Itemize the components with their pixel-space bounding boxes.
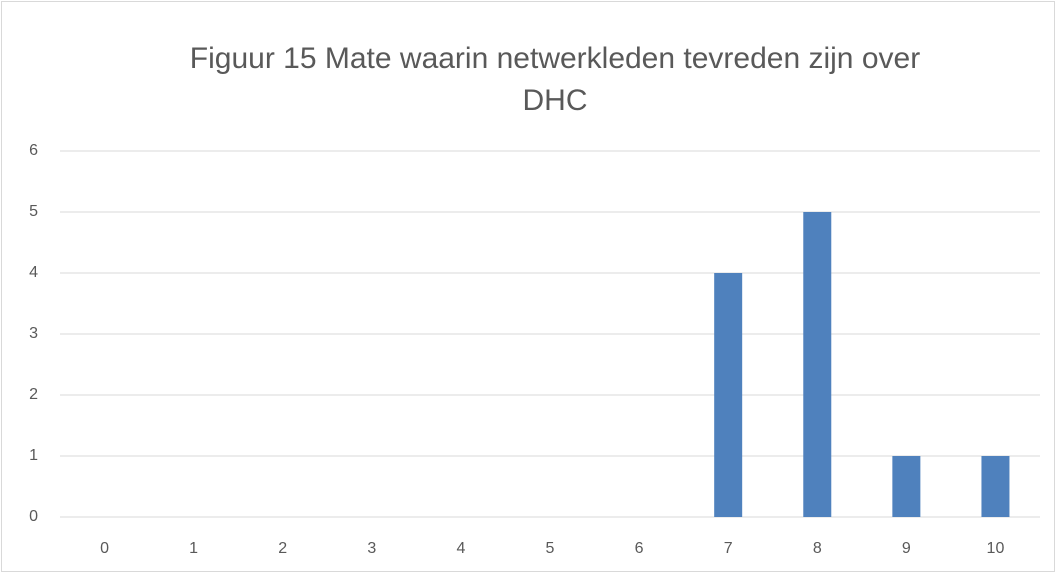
x-tick-label: 7	[724, 540, 733, 557]
y-tick-label: 3	[29, 325, 38, 342]
x-tick-label: 1	[189, 540, 198, 557]
x-tick-label: 4	[456, 540, 465, 557]
x-tick-label: 9	[902, 540, 911, 557]
y-tick-label: 0	[29, 508, 38, 525]
x-tick-label: 2	[278, 540, 287, 557]
y-tick-label: 4	[29, 264, 38, 281]
x-tick-label: 0	[100, 540, 109, 557]
bar	[892, 456, 921, 517]
x-tick-label: 6	[635, 540, 644, 557]
chart-title: Figuur 15 Mate waarin netwerkleden tevre…	[189, 42, 921, 117]
x-tick-label: 3	[367, 540, 376, 557]
x-tick-label: 5	[546, 540, 555, 557]
y-tick-label: 1	[29, 447, 38, 464]
x-tick-label: 8	[813, 540, 822, 557]
y-tick-label: 6	[29, 142, 38, 159]
bar	[803, 212, 832, 517]
bar	[981, 456, 1010, 517]
x-tick-label: 10	[987, 540, 1005, 557]
y-tick-label: 2	[29, 386, 38, 403]
y-tick-label: 5	[29, 203, 38, 220]
bar	[714, 273, 743, 517]
